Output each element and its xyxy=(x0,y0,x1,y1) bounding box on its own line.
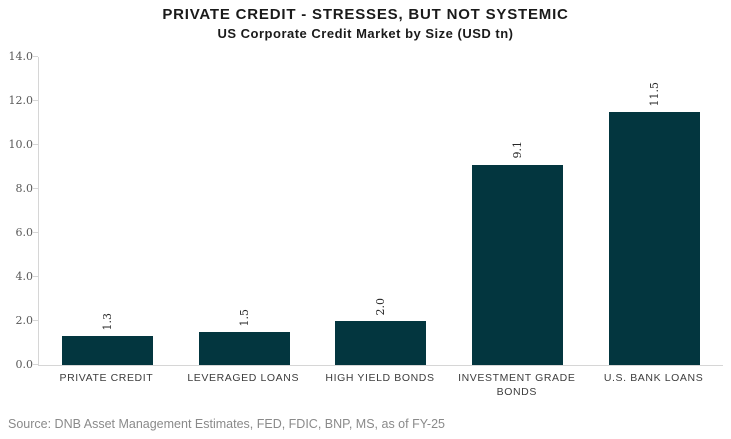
bars: 1.3 1.5 2.0 9.1 11.5 xyxy=(39,57,723,365)
y-tick-mark xyxy=(33,320,38,321)
chart-subtitle: US Corporate Credit Market by Size (USD … xyxy=(217,26,514,41)
y-tick-mark xyxy=(33,364,38,365)
x-axis-label: U.S. BANK LOANS xyxy=(603,372,704,384)
x-axis-label: LEVERAGED LOANS xyxy=(187,372,300,384)
bar xyxy=(472,164,564,365)
bar-value-label: 9.1 xyxy=(511,141,525,159)
bar-value-label: 2.0 xyxy=(374,297,388,316)
bar-slot: 11.5 xyxy=(586,57,723,365)
bar-value-label: 1.5 xyxy=(237,308,251,327)
y-tick-mark xyxy=(33,100,38,101)
bar xyxy=(198,332,290,365)
y-tick-label: 4.0 xyxy=(15,270,34,283)
y-tick-label: 14.0 xyxy=(8,50,34,63)
bar-value-label: 1.3 xyxy=(100,312,114,331)
chart-title: PRIVATE CREDIT - STRESSES, BUT NOT SYSTE… xyxy=(162,6,569,23)
y-tick-label: 6.0 xyxy=(15,226,34,239)
y-tick-label: 10.0 xyxy=(8,138,34,151)
bar xyxy=(335,321,427,365)
y-tick-mark xyxy=(33,276,38,277)
bar xyxy=(609,112,701,365)
plot-area: 0.0 2.0 4.0 6.0 8.0 10.0 12.0 14.0 1.3 1.5 2.0 9.1… xyxy=(9,50,723,371)
x-axis-labels: PRIVATE CREDIT LEVERAGED LOANS HIGH YIELD … xyxy=(38,371,722,399)
y-tick-label: 2.0 xyxy=(15,314,34,327)
bar-slot: 1.3 xyxy=(39,57,176,365)
y-tick-mark xyxy=(33,232,38,233)
y-tick-label: 12.0 xyxy=(8,94,34,107)
y-tick-label: 0.0 xyxy=(15,358,34,371)
x-axis-label: INVESTMENT GRADE BONDS xyxy=(458,372,576,399)
bar xyxy=(61,336,153,365)
y-tick-mark xyxy=(33,56,38,57)
y-axis: 0.0 2.0 4.0 6.0 8.0 10.0 12.0 14.0 xyxy=(9,50,723,371)
bar-slot: 1.5 xyxy=(176,57,313,365)
source-note: Source: DNB Asset Management Estimates, … xyxy=(8,417,445,431)
y-tick-label: 8.0 xyxy=(15,182,34,195)
x-axis-label: PRIVATE CREDIT xyxy=(59,372,154,384)
bar-value-label: 11.5 xyxy=(648,81,662,107)
bar-slot: 2.0 xyxy=(313,57,450,365)
y-tick-mark xyxy=(33,144,38,145)
bar-slot: 9.1 xyxy=(449,57,586,365)
y-tick-mark xyxy=(33,188,38,189)
x-axis-label: HIGH YIELD BONDS xyxy=(325,372,435,384)
